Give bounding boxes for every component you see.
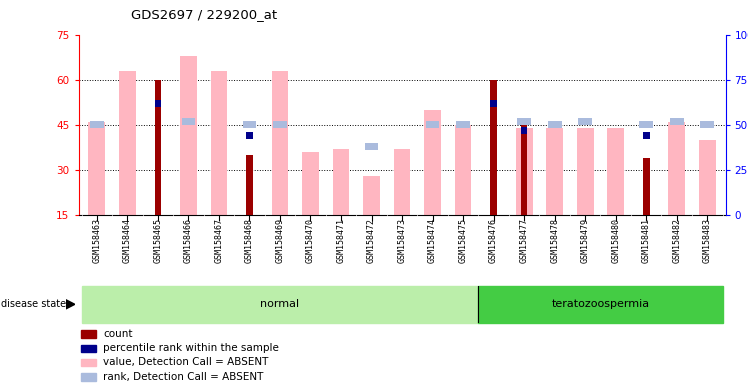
Text: disease state: disease state [1,299,67,310]
Bar [246,132,253,139]
Bar [242,121,257,128]
Text: teratozoospermia: teratozoospermia [551,299,649,310]
Polygon shape [66,300,75,309]
Bar [518,118,531,125]
Bar [88,122,105,215]
Text: GSM158472: GSM158472 [367,218,376,263]
Bar [81,330,96,338]
Text: GSM158475: GSM158475 [459,218,468,263]
Bar [333,149,349,215]
Bar [182,118,195,125]
Text: GSM158474: GSM158474 [428,218,437,263]
Bar [180,56,197,215]
Bar [363,176,380,215]
Bar [515,128,533,215]
Text: GSM158477: GSM158477 [520,218,529,263]
Bar [490,80,497,215]
Bar [155,80,162,215]
Bar [456,121,470,128]
Bar [668,122,685,215]
Bar [479,286,723,323]
Bar [521,127,527,134]
Bar [670,118,684,125]
Bar [246,155,253,215]
Bar [700,121,714,128]
Text: rank, Detection Call = ABSENT: rank, Detection Call = ABSENT [103,372,263,382]
Bar [546,128,563,215]
Text: GSM158476: GSM158476 [489,218,498,263]
Bar [424,110,441,215]
Bar [81,359,96,366]
Text: GSM158481: GSM158481 [642,218,651,263]
Text: GSM158482: GSM158482 [672,218,681,263]
Bar [81,344,96,352]
Bar [81,373,96,381]
Text: count: count [103,329,132,339]
Bar [640,121,653,128]
Text: GSM158478: GSM158478 [550,218,560,263]
Text: GSM158467: GSM158467 [215,218,224,263]
Bar [273,121,286,128]
Bar [82,286,479,323]
Text: GSM158466: GSM158466 [184,218,193,263]
Bar [302,152,319,215]
Bar [272,71,289,215]
Text: GDS2697 / 229200_at: GDS2697 / 229200_at [131,8,277,21]
Text: GSM158480: GSM158480 [611,218,620,263]
Bar [426,121,439,128]
Text: normal: normal [260,299,299,310]
Bar [210,71,227,215]
Bar [643,132,649,139]
Bar [393,149,411,215]
Bar [699,140,716,215]
Text: GSM158465: GSM158465 [153,218,162,263]
Text: GSM158479: GSM158479 [580,218,589,263]
Text: GSM158464: GSM158464 [123,218,132,263]
Text: GSM158469: GSM158469 [275,218,284,263]
Text: GSM158463: GSM158463 [92,218,101,263]
Bar [155,99,162,107]
Bar [455,125,471,215]
Bar [577,128,594,215]
Text: GSM158473: GSM158473 [397,218,407,263]
Bar [521,122,527,215]
Text: percentile rank within the sample: percentile rank within the sample [103,343,279,353]
Text: value, Detection Call = ABSENT: value, Detection Call = ABSENT [103,358,269,367]
Bar [490,99,497,107]
Text: GSM158470: GSM158470 [306,218,315,263]
Bar [578,118,592,125]
Bar [90,121,104,128]
Text: GSM158468: GSM158468 [245,218,254,263]
Text: GSM158483: GSM158483 [703,218,712,263]
Bar [548,121,562,128]
Text: GSM158471: GSM158471 [337,218,346,263]
Bar [119,71,136,215]
Bar [365,143,378,150]
Bar [643,158,649,215]
Bar [607,128,624,215]
